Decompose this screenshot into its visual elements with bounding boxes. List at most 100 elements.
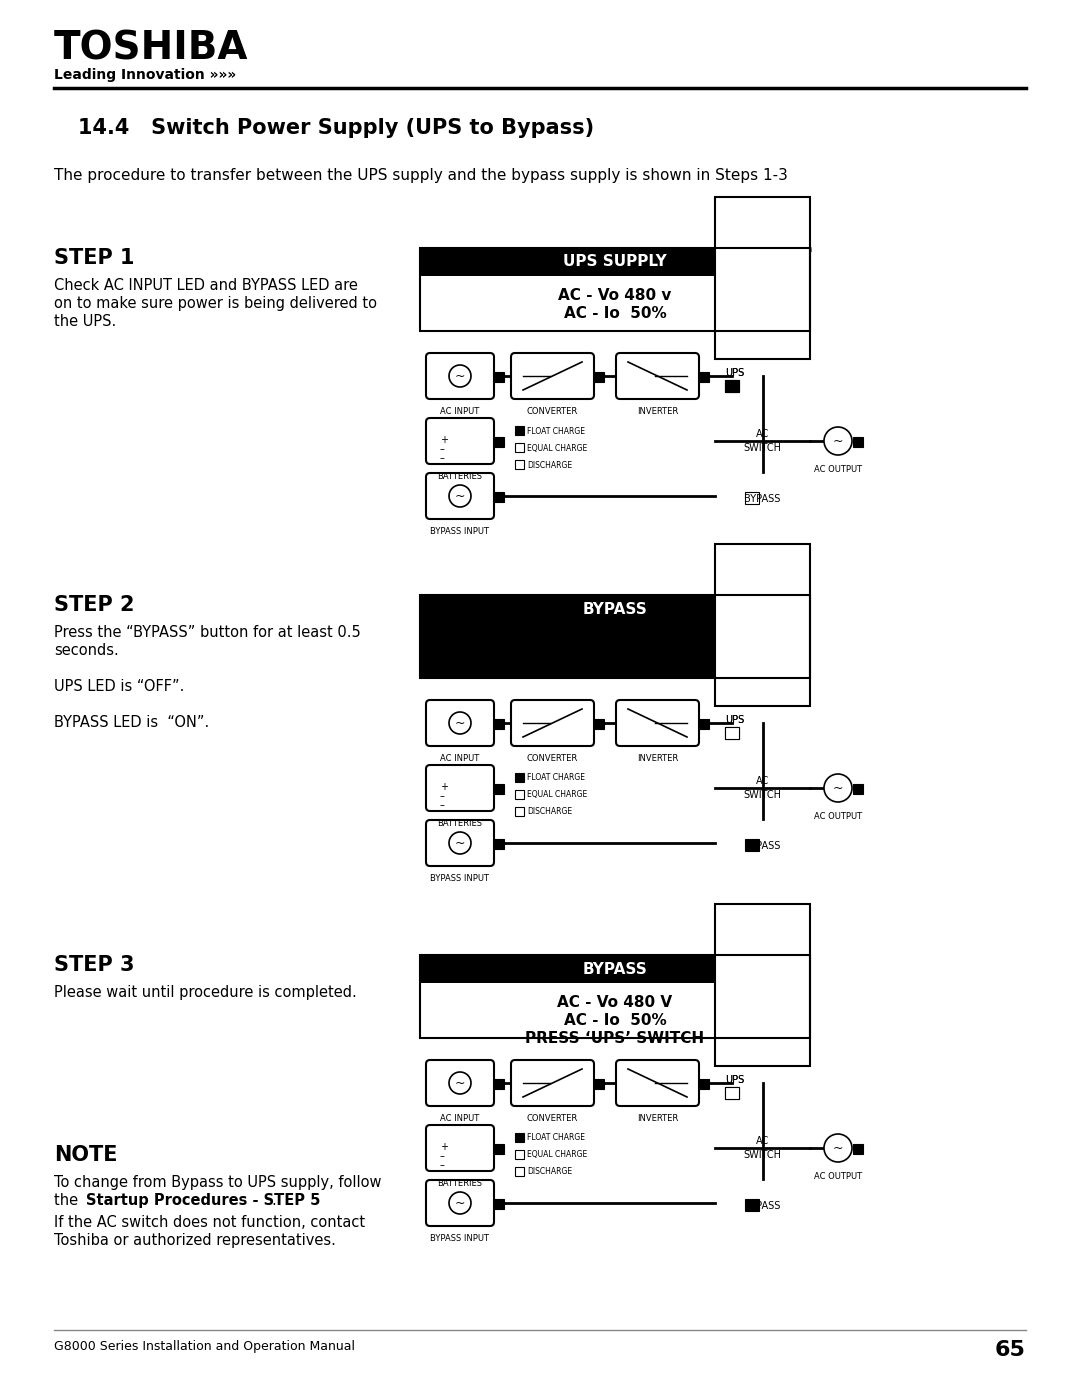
- Text: CONVERTER: CONVERTER: [527, 1113, 578, 1123]
- Text: - LED Off: - LED Off: [747, 212, 800, 222]
- Text: 14.4   Switch Power Supply (UPS to Bypass): 14.4 Switch Power Supply (UPS to Bypass): [78, 117, 594, 138]
- Text: AC OUTPUT: AC OUTPUT: [814, 1172, 862, 1180]
- Bar: [515, 807, 524, 816]
- Text: UPS: UPS: [725, 715, 744, 725]
- Bar: [725, 380, 739, 393]
- Text: FLOAT CHARGE: FLOAT CHARGE: [527, 1133, 585, 1143]
- Bar: [420, 956, 810, 983]
- Text: ~: ~: [455, 837, 465, 849]
- Bar: [420, 595, 810, 678]
- Text: AC INPUT: AC INPUT: [441, 407, 480, 416]
- Text: BYPASS INPUT: BYPASS INPUT: [431, 527, 489, 536]
- Text: Check AC INPUT LED and BYPASS LED are: Check AC INPUT LED and BYPASS LED are: [54, 278, 357, 293]
- Text: BATTERIES: BATTERIES: [437, 819, 483, 828]
- Text: ~: ~: [455, 1196, 465, 1210]
- Bar: [420, 277, 810, 331]
- FancyBboxPatch shape: [616, 1060, 699, 1106]
- FancyBboxPatch shape: [426, 474, 494, 520]
- Text: EQUAL CHARGE: EQUAL CHARGE: [527, 443, 588, 453]
- Text: BYPASS INPUT: BYPASS INPUT: [431, 875, 489, 883]
- Text: - LED On: - LED On: [747, 228, 799, 237]
- Bar: [715, 904, 810, 1066]
- Text: +
–
–: + – –: [440, 782, 448, 810]
- Text: INVERTER: INVERTER: [637, 1113, 678, 1123]
- FancyBboxPatch shape: [616, 353, 699, 400]
- Bar: [494, 437, 504, 447]
- Bar: [715, 197, 810, 359]
- Text: BYPASS LED is  “ON”.: BYPASS LED is “ON”.: [54, 715, 210, 731]
- Text: INVERTER: INVERTER: [637, 407, 678, 416]
- Text: AC INPUT: AC INPUT: [441, 1113, 480, 1123]
- Text: INVERTER: INVERTER: [637, 754, 678, 763]
- Text: AC OUTPUT: AC OUTPUT: [814, 465, 862, 474]
- Circle shape: [824, 1134, 852, 1162]
- Text: BYPASS INPUT: BYPASS INPUT: [431, 1234, 489, 1243]
- Text: BYPASS: BYPASS: [744, 1201, 781, 1211]
- Bar: [420, 623, 810, 678]
- FancyBboxPatch shape: [511, 700, 594, 746]
- Circle shape: [449, 712, 471, 733]
- Bar: [725, 726, 739, 739]
- Circle shape: [824, 427, 852, 455]
- Text: UPS: UPS: [725, 715, 744, 725]
- Bar: [515, 443, 524, 453]
- Bar: [515, 426, 524, 434]
- Bar: [515, 1150, 524, 1160]
- Bar: [494, 719, 504, 729]
- Text: DISCHARGE: DISCHARGE: [527, 461, 572, 469]
- Text: FLOAT CHARGE: FLOAT CHARGE: [527, 774, 585, 782]
- Bar: [494, 1199, 504, 1208]
- Text: UPS LED is “OFF”.: UPS LED is “OFF”.: [54, 679, 185, 694]
- Circle shape: [449, 1192, 471, 1214]
- Bar: [420, 956, 810, 1038]
- FancyBboxPatch shape: [426, 353, 494, 400]
- Text: STEP 1: STEP 1: [54, 249, 135, 268]
- Bar: [745, 840, 759, 851]
- FancyBboxPatch shape: [426, 1060, 494, 1106]
- Text: CONVERTER: CONVERTER: [527, 754, 578, 763]
- Circle shape: [449, 485, 471, 507]
- Text: BYPASS: BYPASS: [744, 841, 781, 851]
- Text: UPS SUPPLY: UPS SUPPLY: [563, 254, 666, 270]
- Text: STEP 3: STEP 3: [54, 956, 135, 975]
- Text: - LED Flash: - LED Flash: [747, 244, 812, 254]
- Text: ~: ~: [455, 489, 465, 503]
- Bar: [725, 380, 739, 393]
- Bar: [420, 595, 810, 623]
- Bar: [853, 437, 863, 447]
- FancyBboxPatch shape: [426, 700, 494, 746]
- Text: DISCHARGE: DISCHARGE: [527, 807, 572, 816]
- Text: ~: ~: [455, 1077, 465, 1090]
- Bar: [853, 784, 863, 793]
- Text: AC - Vo 480 V: AC - Vo 480 V: [557, 995, 673, 1010]
- Bar: [515, 1133, 524, 1141]
- Text: Please wait until procedure is completed.: Please wait until procedure is completed…: [54, 985, 356, 1000]
- Bar: [515, 789, 524, 799]
- Bar: [725, 726, 739, 739]
- Text: TOSHIBA: TOSHIBA: [54, 29, 248, 68]
- Text: AC - Io  50%: AC - Io 50%: [564, 1013, 666, 1028]
- Text: Press the “BYPASS” button for at least 0.5: Press the “BYPASS” button for at least 0…: [54, 624, 361, 640]
- Text: DISCHARGE: DISCHARGE: [527, 1168, 572, 1176]
- Text: UPS: UPS: [725, 1076, 744, 1085]
- Text: G8000 Series Installation and Operation Manual: G8000 Series Installation and Operation …: [54, 1340, 355, 1354]
- Text: Leading Innovation »»»: Leading Innovation »»»: [54, 68, 237, 82]
- Bar: [494, 372, 504, 381]
- Text: AC
SWITCH: AC SWITCH: [743, 777, 782, 799]
- Text: BATTERIES: BATTERIES: [437, 472, 483, 481]
- Text: To change from Bypass to UPS supply, follow: To change from Bypass to UPS supply, fol…: [54, 1175, 381, 1190]
- Text: 65: 65: [995, 1340, 1026, 1361]
- Text: .: .: [271, 1193, 275, 1208]
- Bar: [699, 719, 708, 729]
- Bar: [594, 1078, 604, 1090]
- FancyBboxPatch shape: [426, 820, 494, 866]
- Text: BATTERIES: BATTERIES: [437, 1179, 483, 1187]
- FancyBboxPatch shape: [616, 700, 699, 746]
- Text: AC OUTPUT: AC OUTPUT: [814, 812, 862, 821]
- FancyBboxPatch shape: [426, 1180, 494, 1227]
- Circle shape: [824, 774, 852, 802]
- Bar: [732, 226, 743, 237]
- Text: the: the: [54, 1193, 83, 1208]
- Bar: [745, 1199, 759, 1211]
- Text: If the AC switch does not function, contact: If the AC switch does not function, cont…: [54, 1215, 365, 1229]
